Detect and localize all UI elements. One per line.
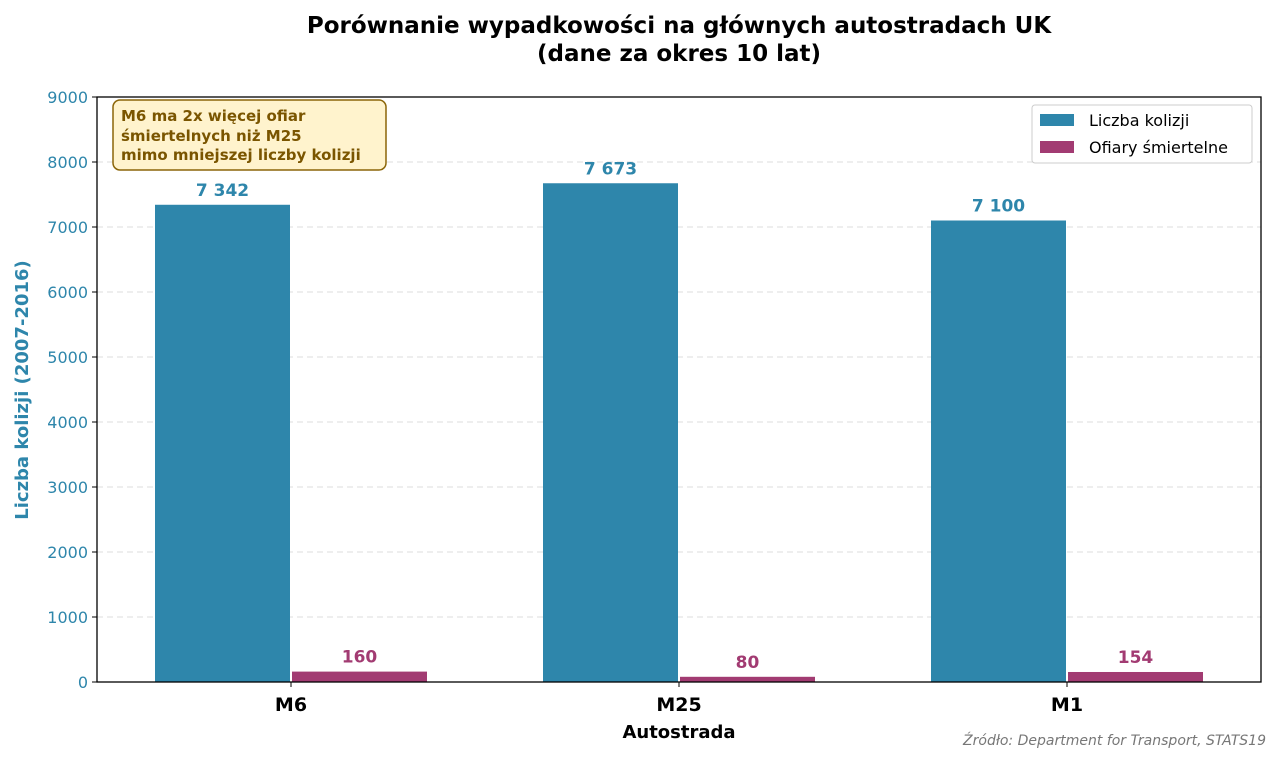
x-axis-label: Autostrada <box>622 722 735 743</box>
x-tick-label: M25 <box>656 694 701 716</box>
bar-fatalities-M6 <box>292 671 427 682</box>
bar-collisions-M6 <box>155 204 290 682</box>
axis-ticks: 0 1000 2000 3000 4000 5000 6000 7000 8000 9000 M6 M… <box>47 88 1083 716</box>
legend: Liczba kolizji Ofiary śmiertelne <box>1031 104 1253 164</box>
bar-collisions-M1 <box>931 220 1066 682</box>
bars: 7 342 160 7 673 80 7 100 154 <box>155 159 1203 682</box>
data-label: 154 <box>1118 648 1154 668</box>
legend-label-fatalities: Ofiary śmiertelne <box>1089 138 1228 157</box>
annotation-line3: mimo mniejszej liczby kolizji <box>121 146 361 164</box>
bar-fatalities-M25 <box>680 676 815 682</box>
legend-swatch-collisions <box>1040 114 1074 126</box>
chart-title-line2: (dane za okres 10 lat) <box>537 41 821 67</box>
y-tick-label: 8000 <box>47 153 88 172</box>
source-note: Źródło: Department for Transport, STATS1… <box>962 731 1266 749</box>
annotation-box: M6 ma 2x więcej ofiar śmiertelnych niż M… <box>112 99 387 171</box>
x-tick-label: M6 <box>275 694 307 716</box>
y-tick-label: 0 <box>78 673 88 692</box>
annotation-line1: M6 ma 2x więcej ofiar <box>121 107 306 125</box>
bar-collisions-M25 <box>543 183 678 682</box>
y-tick-label: 6000 <box>47 283 88 302</box>
legend-label-collisions: Liczba kolizji <box>1089 111 1189 130</box>
data-label: 7 673 <box>584 159 637 179</box>
y-tick-label: 9000 <box>47 88 88 107</box>
data-label: 80 <box>736 653 760 673</box>
x-tick-label: M1 <box>1051 694 1083 716</box>
data-label: 7 100 <box>972 197 1025 217</box>
bar-fatalities-M1 <box>1068 671 1203 682</box>
data-label: 160 <box>342 648 378 668</box>
y-axis-label: Liczba kolizji (2007-2016) <box>12 260 33 519</box>
y-tick-label: 7000 <box>47 218 88 237</box>
annotation-line2: śmiertelnych niż M25 <box>121 127 302 145</box>
data-label: 7 342 <box>196 181 249 201</box>
gridlines <box>97 161 1261 618</box>
legend-swatch-fatalities <box>1040 141 1074 153</box>
y-tick-label: 1000 <box>47 608 88 627</box>
y-tick-label: 4000 <box>47 413 88 432</box>
chart-title-line1: Porównanie wypadkowości na głównych auto… <box>307 13 1052 39</box>
y-tick-label: 3000 <box>47 478 88 497</box>
plot-frame <box>96 96 1262 683</box>
y-tick-label: 2000 <box>47 543 88 562</box>
y-tick-label: 5000 <box>47 348 88 367</box>
